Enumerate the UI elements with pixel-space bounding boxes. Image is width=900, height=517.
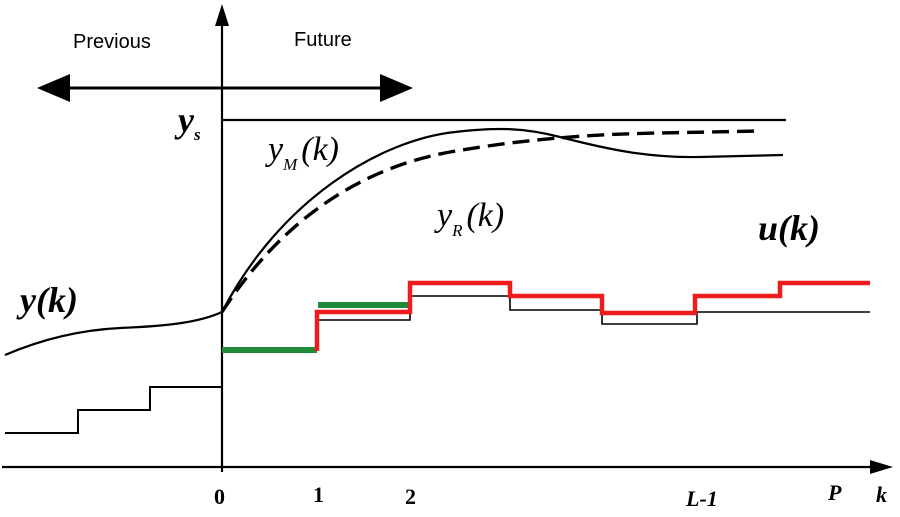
- axis-label-k: k: [876, 482, 887, 507]
- tick-1: 1: [313, 482, 324, 507]
- tick-0: 0: [214, 484, 225, 509]
- horizontal-axis-arrow-icon: [870, 460, 893, 474]
- label-yr: yR (k): [434, 197, 504, 240]
- right-arrow-icon: [380, 74, 413, 102]
- yr-main: y: [434, 197, 453, 234]
- label-ym: yM (k): [265, 131, 339, 174]
- control-move-red: [314, 280, 870, 351]
- yr-sub: R: [451, 221, 463, 240]
- yr-arg: (k): [466, 197, 504, 234]
- label-yk: y(k): [16, 280, 78, 320]
- ym-arg: (k): [301, 131, 339, 168]
- reference-trajectory-curve: [220, 129, 761, 313]
- tick-2: 2: [405, 484, 416, 509]
- past-control-steps: [5, 386, 222, 434]
- ym-sub: M: [282, 155, 298, 174]
- left-arrow-icon: [37, 74, 70, 102]
- tick-p: P: [827, 480, 842, 505]
- label-ys: ys: [174, 100, 201, 144]
- past-output-curve: [4, 310, 223, 357]
- ym-main: y: [265, 131, 284, 168]
- ys-main: y: [174, 100, 195, 140]
- model-output-curve: [221, 127, 784, 313]
- vertical-axis-arrow-icon: [215, 4, 229, 26]
- label-previous: Previous: [73, 31, 151, 53]
- tick-l-1: L-1: [685, 486, 718, 511]
- label-uk: u(k): [758, 208, 820, 248]
- label-future: Future: [294, 29, 352, 51]
- ys-sub: s: [193, 125, 201, 144]
